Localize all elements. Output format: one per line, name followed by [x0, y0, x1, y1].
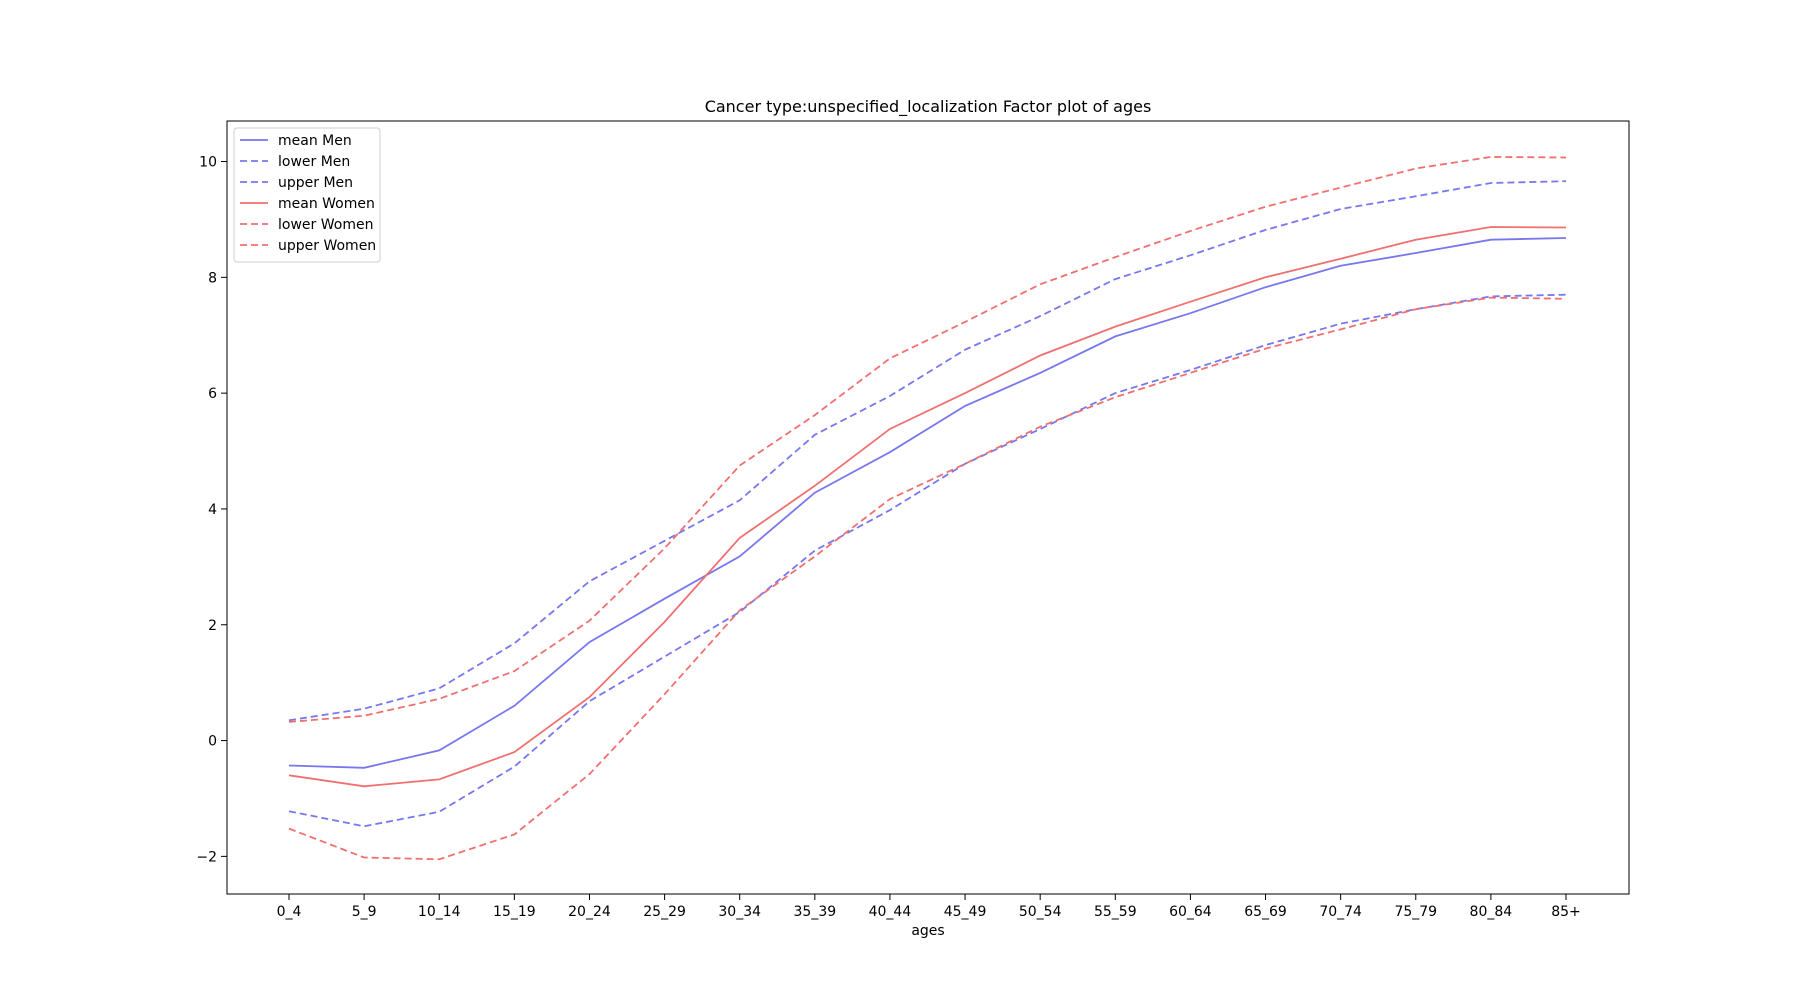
- x-tick-label: 85+: [1551, 904, 1581, 920]
- legend-label-upper-men: upper Men: [278, 175, 353, 191]
- y-tick-label: 6: [208, 386, 217, 402]
- legend-label-lower-women: lower Women: [278, 217, 373, 233]
- y-tick-label: −2: [196, 849, 217, 865]
- x-tick-label: 0_4: [277, 904, 302, 920]
- series-line-lower-men: [288, 293, 1567, 828]
- legend-label-lower-men: lower Men: [278, 154, 350, 170]
- series-line-mean-women: [288, 226, 1567, 788]
- x-axis-label: ages: [911, 923, 944, 939]
- chart-title: Cancer type:unspecified_localization Fac…: [705, 97, 1152, 117]
- x-tick-label: 10_14: [418, 904, 461, 920]
- y-tick-label: 0: [208, 734, 217, 750]
- legend-label-mean-women: mean Women: [278, 196, 375, 212]
- x-tick-label: 45_49: [944, 904, 987, 920]
- series-line-mean-men: [288, 237, 1567, 769]
- x-tick-label: 15_19: [493, 904, 536, 920]
- legend-label-mean-men: mean Men: [278, 133, 352, 149]
- x-tick-label: 40_44: [869, 904, 912, 920]
- x-tick-label: 70_74: [1319, 904, 1362, 920]
- x-tick-label: 20_24: [568, 904, 611, 920]
- x-tick-label: 30_34: [718, 904, 761, 920]
- x-tick-label: 65_69: [1244, 904, 1287, 920]
- x-tick-label: 35_39: [794, 904, 837, 920]
- x-tick-label: 25_29: [643, 904, 686, 920]
- x-tick-label: 5_9: [352, 904, 377, 920]
- plot-frame: [226, 120, 1630, 895]
- x-tick-label: 80_84: [1470, 904, 1513, 920]
- y-tick-label: 8: [208, 270, 217, 286]
- series-line-upper-women: [288, 155, 1567, 723]
- legend: mean Men lower Men upper Men mean Women lowe…: [233, 127, 381, 263]
- series-line-upper-men: [288, 180, 1567, 722]
- legend-box: [233, 127, 381, 263]
- legend-label-upper-women: upper Women: [278, 238, 376, 254]
- x-tick-label: 50_54: [1019, 904, 1062, 920]
- plot-area: [288, 155, 1567, 861]
- x-axis: 0_4 5_9 10_14 15_19 20_24 25_29 30_34 35_39 40_4…: [277, 894, 1581, 920]
- y-axis: −2 0 2 4 6 8 10: [196, 155, 227, 865]
- y-tick-label: 4: [208, 502, 217, 518]
- x-tick-label: 55_59: [1094, 904, 1137, 920]
- y-tick-label: 2: [208, 618, 217, 634]
- series-line-lower-women: [288, 296, 1567, 861]
- x-tick-label: 60_64: [1169, 904, 1212, 920]
- x-tick-label: 75_79: [1394, 904, 1437, 920]
- y-tick-label: 10: [199, 155, 217, 171]
